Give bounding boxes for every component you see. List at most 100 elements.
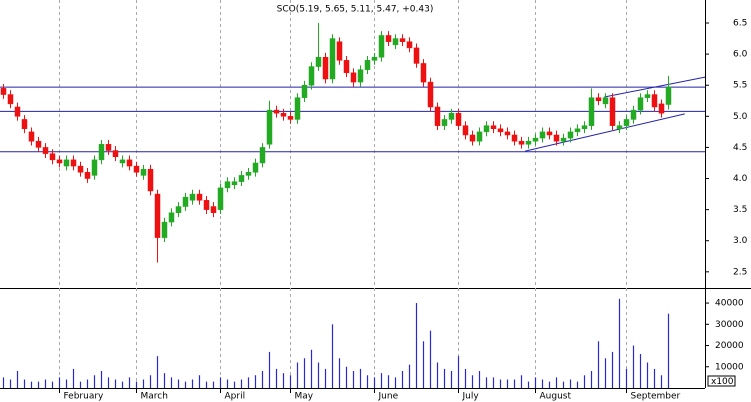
- x-tick-label: July: [462, 392, 480, 402]
- candle-body: [322, 56, 329, 80]
- x-tick-label: September: [631, 392, 681, 402]
- candle-body: [196, 193, 203, 201]
- candle-body: [98, 144, 105, 161]
- candle-body: [294, 97, 301, 120]
- candle-body: [336, 41, 343, 61]
- candle-body: [420, 63, 427, 83]
- trend-line: [525, 113, 685, 152]
- candle-body: [42, 147, 49, 154]
- candle-body: [7, 94, 14, 105]
- candle-body: [77, 165, 84, 173]
- y-tick-label: 10000: [715, 362, 744, 372]
- chart-title: SCO(5.19, 5.65, 5.11, 5.47, +0.43): [277, 5, 434, 15]
- candle-body: [665, 86, 672, 105]
- candle-body: [532, 137, 539, 142]
- candle-body: [147, 168, 154, 192]
- candle-body: [560, 137, 567, 142]
- candle-body: [658, 103, 665, 114]
- candle-body: [609, 97, 616, 126]
- candle-body: [343, 60, 350, 74]
- candle-body: [385, 35, 392, 42]
- x-tick-label: June: [378, 392, 399, 402]
- candle-body: [315, 56, 322, 67]
- candle-body: [49, 153, 56, 161]
- candle-body: [567, 131, 574, 139]
- candle-body: [231, 181, 238, 185]
- y-tick-label: 5.0: [733, 112, 748, 122]
- candle-body: [511, 134, 518, 142]
- candle-body: [105, 144, 112, 151]
- candle-body: [525, 140, 532, 145]
- candle-body: [154, 193, 161, 238]
- candle-body: [224, 181, 231, 189]
- y-tick-label: 30000: [715, 320, 744, 330]
- candle-body: [273, 109, 280, 114]
- candle-body: [392, 38, 399, 46]
- candle-body: [427, 81, 434, 108]
- candle-body: [182, 196, 189, 207]
- candle-body: [217, 187, 224, 210]
- candle-body: [133, 165, 140, 173]
- unit-label: x100: [711, 377, 734, 387]
- candle-body: [266, 109, 273, 145]
- candle-body: [581, 125, 588, 130]
- candle-body: [595, 97, 602, 102]
- candle-body: [21, 119, 28, 130]
- candle-body: [287, 116, 294, 120]
- candle-body: [14, 106, 21, 117]
- x-tick-label: May: [295, 392, 314, 402]
- candle-body: [28, 131, 35, 142]
- candle-body: [56, 159, 63, 164]
- candle-body: [371, 56, 378, 61]
- candle-body: [413, 47, 420, 64]
- candle-body: [70, 159, 77, 167]
- candle-body: [406, 41, 413, 49]
- y-tick-label: 4.0: [733, 174, 748, 184]
- candle-body: [0, 88, 7, 95]
- candle-body: [329, 38, 336, 80]
- candle-body: [651, 94, 658, 108]
- candle-body: [91, 159, 98, 176]
- x-tick-label: February: [64, 392, 105, 402]
- candle-body: [364, 60, 371, 70]
- candle-body: [280, 112, 287, 117]
- x-tick-label: March: [141, 392, 168, 402]
- candle-body: [644, 94, 651, 98]
- candle-body: [455, 112, 462, 126]
- candle-body: [399, 38, 406, 42]
- candle-body: [469, 134, 476, 142]
- trend-line: [604, 76, 706, 98]
- y-tick-label: 6.0: [733, 50, 748, 60]
- x-tick-label: August: [540, 392, 572, 402]
- candle-body: [616, 125, 623, 130]
- candle-body: [637, 97, 644, 111]
- candle-body: [574, 128, 581, 133]
- candle-body: [252, 162, 259, 173]
- candle-body: [245, 172, 252, 176]
- y-tick-label: 6.5: [733, 19, 747, 29]
- candle-body: [119, 159, 126, 164]
- x-tick-label: April: [225, 392, 246, 402]
- candle-body: [259, 147, 266, 164]
- candle-body: [518, 140, 525, 145]
- candle-body: [161, 221, 168, 238]
- candle-body: [588, 97, 595, 126]
- candle-body: [350, 72, 357, 83]
- unit-box: [707, 375, 736, 387]
- candle-body: [504, 131, 511, 136]
- y-tick-label: 3.0: [733, 236, 748, 246]
- candle-body: [602, 97, 609, 105]
- candle-body: [490, 125, 497, 130]
- candle-body: [630, 109, 637, 120]
- candle-body: [301, 84, 308, 98]
- candle-body: [126, 159, 133, 167]
- candle-body: [175, 206, 182, 213]
- y-tick-label: 2.5: [733, 267, 747, 277]
- candle-body: [448, 112, 455, 120]
- candle-body: [497, 128, 504, 133]
- candle-body: [84, 172, 91, 179]
- candle-body: [308, 66, 315, 86]
- y-tick-label: 20000: [715, 341, 744, 351]
- candle-body: [203, 200, 210, 210]
